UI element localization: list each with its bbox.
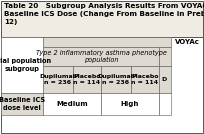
Text: Dupilumab
n = 236: Dupilumab n = 236 — [97, 74, 135, 85]
Bar — [101, 66, 131, 93]
Bar — [43, 66, 73, 93]
Bar — [1, 37, 43, 93]
Text: VOYAc: VOYAc — [175, 39, 200, 45]
Bar — [43, 93, 101, 115]
Bar — [43, 37, 171, 47]
Bar — [159, 66, 171, 93]
Bar — [73, 66, 101, 93]
Text: Placebo
n = 114: Placebo n = 114 — [131, 74, 159, 85]
Text: Type 2 inflammatory asthma phenotype
population: Type 2 inflammatory asthma phenotype pop… — [35, 50, 166, 63]
Bar — [1, 93, 43, 115]
Text: Baseline ICS
dose level: Baseline ICS dose level — [0, 98, 45, 111]
Text: Dupilumab
n = 236: Dupilumab n = 236 — [39, 74, 77, 85]
Bar — [1, 37, 203, 133]
Bar — [159, 93, 171, 115]
Text: Placebo
n = 114: Placebo n = 114 — [73, 74, 101, 85]
Bar — [131, 66, 159, 93]
Text: D: D — [161, 77, 166, 82]
Bar — [159, 47, 171, 66]
Text: High: High — [121, 101, 139, 107]
Bar — [1, 1, 203, 37]
Text: Table 20   Subgroup Analysis Results From VOYAGE Trial fc
Baseline ICS Dose (Cha: Table 20 Subgroup Analysis Results From … — [4, 3, 204, 25]
Text: Medium: Medium — [56, 101, 88, 107]
Bar — [43, 47, 159, 66]
Bar — [101, 93, 159, 115]
Text: Trial population
subgroup: Trial population subgroup — [0, 59, 51, 72]
